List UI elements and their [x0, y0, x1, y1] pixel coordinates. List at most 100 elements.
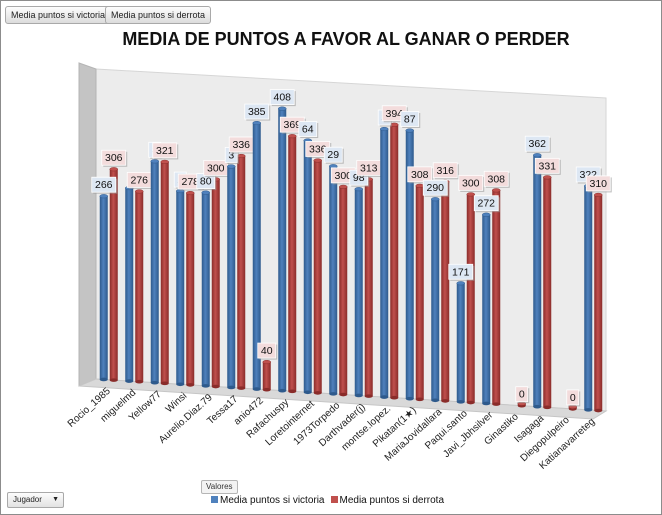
svg-text:362: 362 — [528, 138, 546, 150]
bar-victoria — [482, 212, 491, 406]
legend-item-derrota: Media puntos si derrota — [330, 495, 445, 506]
bar-derrota — [415, 183, 424, 402]
bar-victoria — [303, 138, 312, 395]
legend-swatch-derrota — [330, 496, 338, 503]
bar-victoria — [99, 194, 108, 382]
bar-victoria — [456, 281, 465, 404]
bar-victoria — [533, 153, 542, 409]
svg-text:310: 310 — [589, 178, 607, 190]
bar-derrota — [364, 177, 373, 398]
data-label-derrota: 300 — [203, 159, 230, 177]
svg-text:98: 98 — [353, 172, 365, 184]
legend: Media puntos si victoria Media puntos si… — [211, 495, 444, 506]
bar-derrota — [288, 134, 297, 394]
svg-text:300: 300 — [462, 177, 480, 189]
legend-label-victoria: Media puntos si victoria — [220, 495, 325, 506]
svg-text:306: 306 — [105, 152, 123, 164]
data-label-victoria: 171 — [448, 263, 475, 281]
bar-victoria — [227, 164, 236, 390]
bar-victoria — [329, 164, 338, 396]
data-label-derrota: 0 — [515, 386, 530, 404]
svg-text:385: 385 — [248, 106, 266, 118]
field-button-derrota[interactable]: Media puntos si derrota — [105, 6, 212, 24]
svg-text:316: 316 — [436, 165, 454, 177]
dropdown-arrow-icon: ▼ — [52, 496, 59, 503]
svg-text:87: 87 — [404, 113, 416, 125]
bar-victoria — [431, 197, 440, 403]
jugador-filter-label: Jugador — [13, 495, 42, 504]
bar-victoria — [278, 106, 287, 393]
svg-text:313: 313 — [360, 162, 378, 174]
data-label-victoria: 29 — [323, 146, 344, 164]
data-label-victoria: 80 — [196, 173, 217, 191]
svg-text:0: 0 — [519, 389, 525, 401]
bar-victoria — [252, 121, 261, 391]
data-label-derrota: 300 — [458, 174, 485, 192]
data-label-derrota: 276 — [126, 172, 153, 189]
bar-victoria — [354, 187, 363, 398]
svg-text:308: 308 — [411, 169, 429, 181]
bar-derrota — [237, 153, 246, 390]
svg-text:290: 290 — [426, 182, 444, 194]
chart-title: MEDIA DE PUNTOS A FAVOR AL GANAR O PERDE… — [122, 29, 570, 49]
bar-victoria — [150, 159, 159, 385]
bar-derrota — [390, 122, 399, 400]
svg-text:0: 0 — [570, 392, 576, 404]
svg-text:266: 266 — [95, 179, 113, 191]
svg-text:278: 278 — [181, 176, 199, 188]
bar-victoria — [380, 126, 389, 399]
bar-victoria — [176, 189, 185, 387]
back-wall — [95, 68, 607, 412]
jugador-filter-button[interactable]: Jugador ▼ — [7, 492, 64, 508]
data-label-victoria: 362 — [524, 135, 551, 153]
bar-derrota — [339, 184, 348, 397]
bar-derrota — [543, 175, 552, 410]
svg-text:300: 300 — [334, 170, 352, 182]
svg-text:369: 369 — [283, 119, 301, 131]
chart-plot: 2663062763321227880300333638540408369643… — [66, 62, 612, 472]
data-label-derrota: 316 — [432, 162, 459, 180]
data-label-derrota: 308 — [483, 170, 510, 188]
svg-text:321: 321 — [156, 145, 174, 157]
bar-victoria — [405, 128, 414, 401]
bar-victoria — [584, 183, 593, 412]
data-label-derrota: 40 — [257, 342, 278, 360]
bar-derrota — [313, 158, 322, 395]
svg-text:331: 331 — [538, 160, 556, 172]
values-field-label[interactable]: Valores — [201, 480, 238, 494]
legend-label-derrota: Media puntos si derrota — [339, 495, 445, 506]
data-label-derrota: 321 — [152, 142, 179, 160]
svg-text:29: 29 — [327, 149, 339, 161]
svg-text:40: 40 — [261, 345, 273, 357]
svg-text:80: 80 — [200, 176, 212, 188]
data-label-victoria: 87 — [400, 111, 421, 128]
bar-derrota — [594, 192, 603, 413]
bar-victoria — [201, 190, 210, 388]
data-label-derrota: 0 — [566, 389, 581, 407]
side-wall — [78, 62, 97, 387]
bar-derrota — [109, 167, 118, 382]
data-label-derrota: 308 — [407, 166, 434, 184]
svg-text:64: 64 — [302, 124, 314, 136]
data-label-derrota: 313 — [356, 159, 383, 177]
data-label-victoria: 385 — [244, 103, 271, 121]
svg-text:394: 394 — [385, 108, 403, 120]
data-label-victoria: 272 — [473, 195, 500, 213]
data-label-derrota: 331 — [534, 157, 561, 175]
bar-derrota — [211, 177, 220, 389]
data-label-victoria: 290 — [422, 179, 449, 197]
bar-derrota — [441, 179, 450, 403]
data-label-victoria: 266 — [91, 176, 118, 194]
svg-text:276: 276 — [130, 174, 148, 186]
bar-derrota — [186, 191, 195, 387]
svg-text:171: 171 — [452, 266, 470, 278]
svg-text:272: 272 — [477, 198, 495, 210]
bar-derrota — [492, 188, 501, 406]
svg-text:408: 408 — [273, 92, 291, 104]
legend-item-victoria: Media puntos si victoria — [211, 495, 325, 506]
svg-text:3: 3 — [228, 149, 234, 161]
bar-derrota — [466, 192, 475, 405]
data-label-victoria: 408 — [269, 89, 296, 107]
bar-derrota — [135, 189, 144, 384]
